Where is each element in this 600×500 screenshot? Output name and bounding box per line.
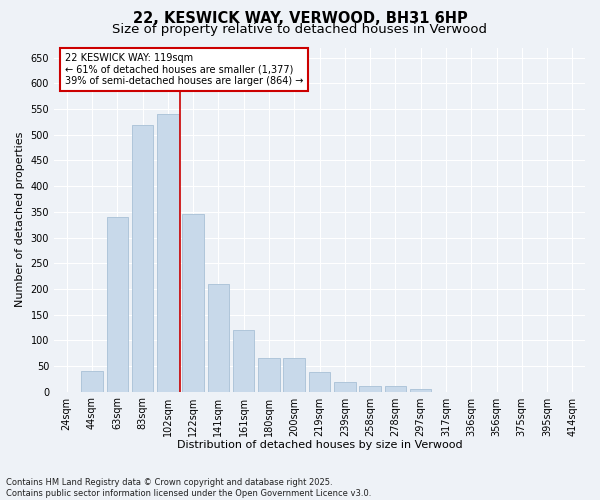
Bar bbox=[385, 386, 406, 392]
Text: 22, KESWICK WAY, VERWOOD, BH31 6HP: 22, KESWICK WAY, VERWOOD, BH31 6HP bbox=[133, 11, 467, 26]
Text: Size of property relative to detached houses in Verwood: Size of property relative to detached ho… bbox=[113, 22, 487, 36]
Bar bbox=[233, 330, 254, 392]
Bar bbox=[182, 214, 204, 392]
Y-axis label: Number of detached properties: Number of detached properties bbox=[15, 132, 25, 307]
Bar bbox=[81, 371, 103, 392]
Bar bbox=[309, 372, 330, 392]
Bar bbox=[334, 382, 356, 392]
Bar bbox=[258, 358, 280, 392]
Bar bbox=[410, 389, 431, 392]
Bar bbox=[283, 358, 305, 392]
Text: Contains HM Land Registry data © Crown copyright and database right 2025.
Contai: Contains HM Land Registry data © Crown c… bbox=[6, 478, 371, 498]
Bar bbox=[107, 217, 128, 392]
Bar bbox=[132, 124, 153, 392]
X-axis label: Distribution of detached houses by size in Verwood: Distribution of detached houses by size … bbox=[177, 440, 463, 450]
Bar bbox=[208, 284, 229, 392]
Bar bbox=[157, 114, 179, 392]
Bar bbox=[359, 386, 381, 392]
Text: 22 KESWICK WAY: 119sqm
← 61% of detached houses are smaller (1,377)
39% of semi-: 22 KESWICK WAY: 119sqm ← 61% of detached… bbox=[65, 52, 303, 86]
